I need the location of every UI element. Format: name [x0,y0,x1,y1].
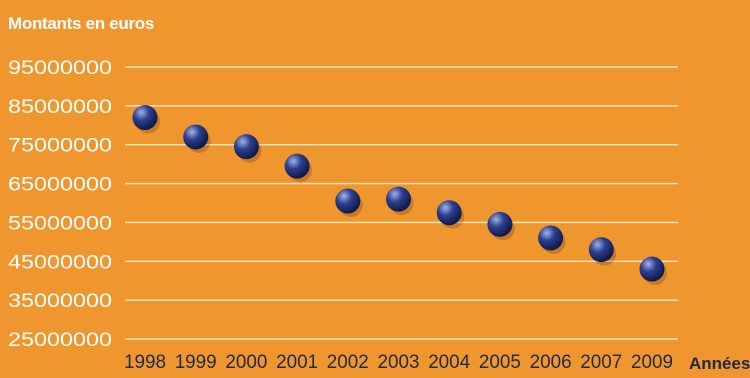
data-point [183,124,211,153]
data-point [487,211,515,241]
y-tick-label: 25000000 [8,330,112,351]
y-tick-label: 75000000 [8,136,112,157]
data-point [538,225,566,254]
data-point-marker [132,105,158,131]
x-tick-label: 2005 [479,352,521,373]
data-point [335,188,363,218]
data-points [132,105,667,286]
x-tick-label: 2009 [631,352,673,373]
x-tick-label: 1998 [124,352,166,373]
data-point [436,200,465,229]
data-point-marker [588,237,614,263]
x-tick-label: 2006 [530,352,572,373]
y-tick-labels: 95000000 85000000 75000000 65000000 55000000… [8,58,112,351]
y-tick-label: 95000000 [8,58,112,79]
x-tick-label: 2007 [580,352,622,373]
x-tick-labels: 1998 1999 2000 2001 2002 2003 2004 2005 2006 2007… [124,352,673,373]
x-axis-title: Années [689,354,750,373]
y-tick-label: 65000000 [8,175,112,196]
data-point-marker [284,153,310,179]
x-tick-label: 2000 [225,352,267,373]
x-tick-label: 2004 [428,352,470,373]
data-point-marker [538,225,564,251]
y-axis-title: Montants en euros [8,14,155,33]
y-tick-label: 55000000 [8,213,112,234]
data-point [233,134,262,163]
data-point [588,237,617,266]
x-tick-label: 2003 [378,352,420,373]
data-point-marker [436,200,462,226]
data-point [386,186,414,216]
y-tick-label: 35000000 [8,291,112,312]
data-point-marker [639,256,665,282]
data-point-marker [183,124,209,150]
data-point-marker [487,211,513,237]
data-point-marker [335,188,361,214]
y-tick-label: 85000000 [8,97,112,118]
x-tick-label: 1999 [175,352,217,373]
gridlines [125,66,678,340]
y-tick-label: 45000000 [8,252,112,273]
data-point-marker [386,186,411,212]
data-point [132,105,160,134]
data-point-marker [233,134,259,160]
data-point [639,256,667,286]
x-tick-label: 2001 [276,352,318,373]
data-point [284,153,313,183]
x-tick-label: 2002 [327,352,369,373]
